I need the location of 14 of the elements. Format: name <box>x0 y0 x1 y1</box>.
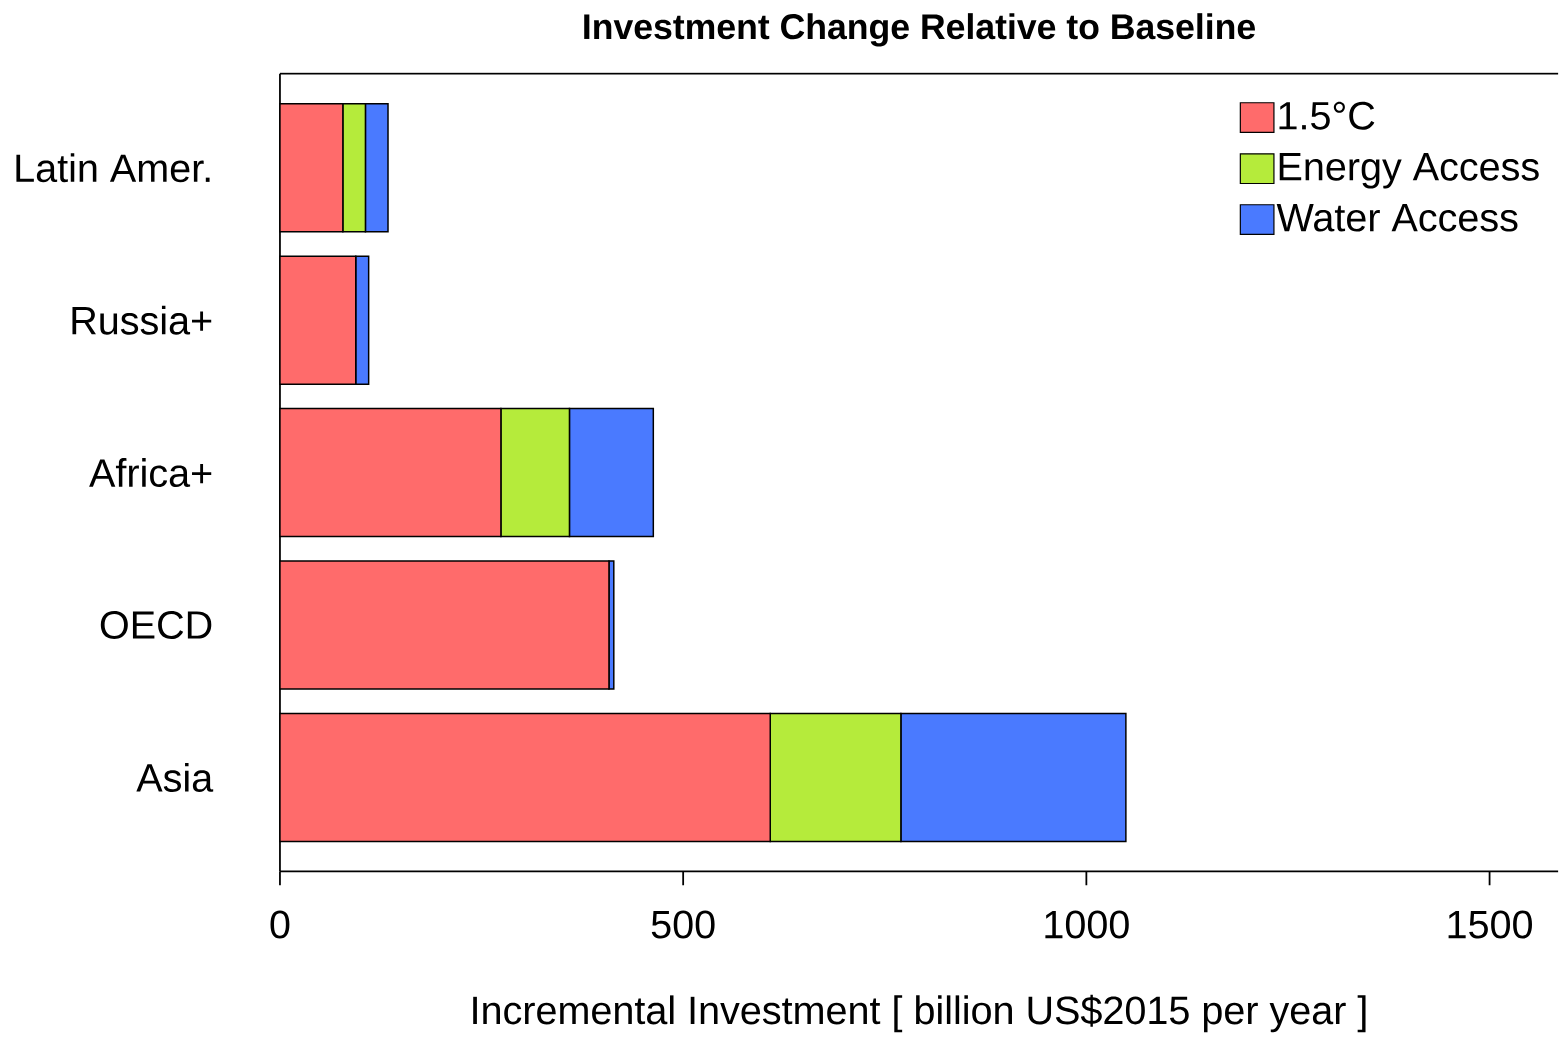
x-tick-label: 500 <box>651 910 715 939</box>
legend-label: 1.5°C <box>1279 101 1375 130</box>
y-tick-label: Asia <box>136 762 214 792</box>
legend-label: Water Access <box>1276 203 1518 232</box>
chart-title: Investment Change Relative to Baseline <box>584 12 1255 47</box>
legend-label: Energy Access <box>1279 152 1539 189</box>
y-tick-label: OECD <box>100 610 212 639</box>
y-tick-label: Latin Amer. <box>16 153 210 183</box>
x-tick-label: 0 <box>270 910 290 939</box>
y-tick-label: Russia+ <box>72 305 212 335</box>
x-tick-label: 1500 <box>1448 910 1532 939</box>
x-axis-title: Incremental Investment [ billion US$2015 per year ] <box>473 994 1366 1033</box>
x-tick-label: 1000 <box>1045 910 1129 939</box>
y-tick-label: Africa+ <box>89 457 212 487</box>
